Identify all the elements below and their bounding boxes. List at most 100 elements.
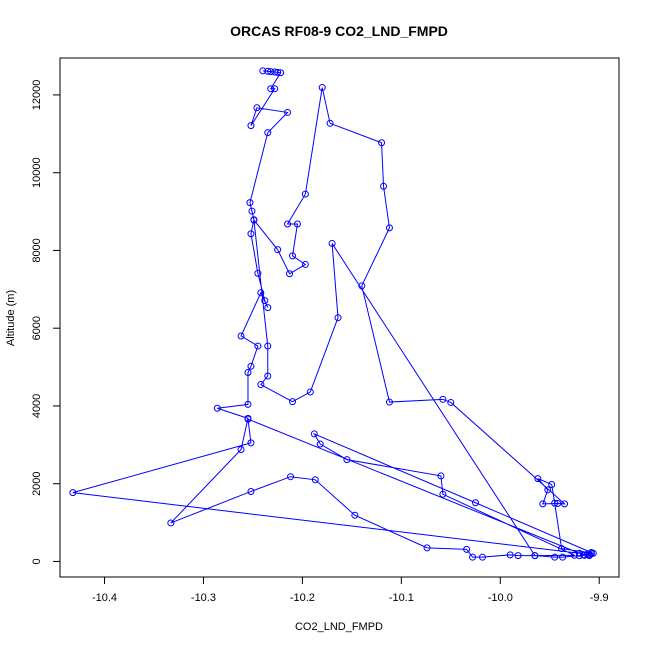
data-point [246,199,254,207]
y-tick-label: 2000 [31,471,43,495]
x-tick-label: -10.4 [92,592,117,604]
series-line [72,70,594,558]
data-point [247,362,255,370]
data-point [551,553,559,561]
data-point [351,511,359,519]
plot-frame [59,57,620,578]
data-point [343,456,351,464]
data-point [358,282,366,290]
data-point [423,544,431,552]
data-point [478,553,486,561]
data-point [250,216,258,224]
data-point [548,480,556,488]
y-axis: 0 2000 4000 6000 8000 10000 12000 [31,80,60,565]
data-point [472,499,480,507]
y-tick-label: 12000 [31,80,43,111]
data-point [248,207,256,215]
data-point [463,545,471,553]
data-point [244,400,252,408]
data-point [247,230,255,238]
data-point [237,445,245,453]
data-point [378,139,386,147]
data-point [253,104,261,112]
data-point [534,475,542,483]
data-point [213,404,221,412]
y-tick-label: 4000 [31,394,43,418]
data-point [237,332,245,340]
y-tick-label: 0 [31,558,43,564]
data-point [267,68,275,76]
data-point [316,440,324,448]
data-point [551,499,559,507]
data-point [334,314,342,322]
data-point [311,476,319,484]
data-point [544,486,552,494]
data-point [469,553,477,561]
y-axis-label: Altitude (m) [5,290,17,346]
data-point [318,84,326,92]
data-point [531,552,539,560]
data-point [289,398,296,406]
data-point [286,270,294,278]
data-point [385,224,393,232]
x-axis: -10.4 -10.3 -10.2 -10.1 -10.0 -9.9 [92,577,609,604]
data-point [264,342,272,350]
data-point [267,85,275,93]
data-point [274,68,282,76]
data-point [69,489,77,497]
chart-title: ORCAS RF08-9 CO2_LND_FMPD [230,23,448,39]
data-point [287,473,295,481]
data-point [264,129,272,137]
data-point [259,67,267,75]
data-point [264,372,272,380]
data-point [247,122,255,130]
data-point [539,500,547,508]
data-point [274,246,282,254]
data-point [306,388,314,396]
data-point [257,289,265,297]
data-point [514,552,522,560]
data-point [244,369,252,377]
data-point [310,430,318,438]
data-point [437,472,445,480]
data-point [301,260,309,268]
data-point [328,239,336,247]
data-point [247,439,255,447]
data-point [326,119,334,127]
x-tick-label: -10.1 [389,592,414,604]
x-axis-label: CO2_LND_FMPD [295,621,383,633]
data-point [447,398,455,406]
data-point [264,304,272,312]
data-point [254,342,262,350]
data-point [261,297,269,305]
y-tick-label: 10000 [31,157,43,188]
data-point [244,415,252,423]
x-tick-label: -10.3 [191,592,216,604]
data-point [247,487,255,495]
y-tick-label: 6000 [31,316,43,340]
data-point [284,220,292,228]
data-point [264,67,272,75]
data-point [277,69,285,77]
x-tick-label: -10.0 [488,592,513,604]
data-point [561,500,569,508]
data-point [257,381,265,389]
data-point [506,551,514,559]
data-point [385,398,393,406]
data-point [558,545,566,553]
data-point [575,549,583,557]
data-point [575,552,583,560]
data-point [289,252,296,260]
x-tick-label: -9.9 [590,592,609,604]
data-point [554,500,562,508]
data-point [439,490,447,498]
data-point [559,553,567,561]
data-point [293,220,301,228]
data-point [439,395,447,403]
data-point [301,190,309,198]
data-point [585,552,593,560]
plot-area [69,67,597,561]
data-point [254,269,262,277]
data-point [284,108,292,116]
data-point [583,550,591,558]
